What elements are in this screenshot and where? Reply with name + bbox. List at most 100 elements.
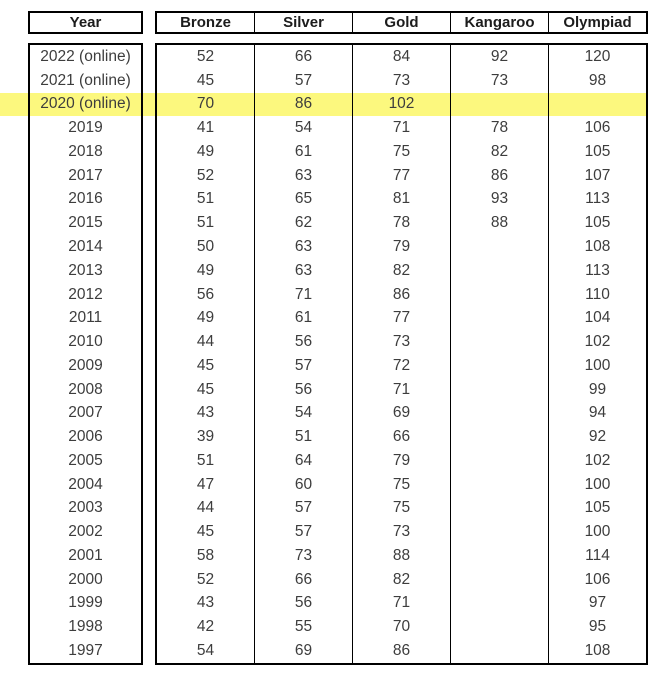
silver-cell: 57: [254, 496, 352, 521]
gold-cell: 84: [352, 45, 450, 69]
silver-cell: 63: [254, 258, 352, 283]
kangaroo-cell: [450, 567, 548, 592]
silver-cell: 61: [254, 306, 352, 331]
table-row: 45 57 73 73 98: [157, 68, 646, 93]
olympiad-cell: 94: [548, 401, 646, 426]
year-cell: 2000: [68, 570, 103, 588]
table-row: 49 61 75 82 105: [157, 140, 646, 164]
kangaroo-cell: [450, 377, 548, 402]
olympiad-cell: 100: [548, 520, 646, 545]
kangaroo-cell: 88: [450, 211, 548, 236]
olympiad-cell: 102: [548, 449, 646, 473]
olympiad-cell: 107: [548, 163, 646, 188]
silver-cell: 57: [254, 68, 352, 93]
gold-cell: 73: [352, 520, 450, 545]
table-row: 54 69 86 108: [157, 639, 646, 663]
kangaroo-cell: 78: [450, 116, 548, 141]
olympiad-cell: 99: [548, 377, 646, 402]
year-cell: 2022 (online): [40, 47, 131, 65]
kangaroo-cell: [450, 520, 548, 545]
kangaroo-cell: 86: [450, 163, 548, 188]
silver-cell: 73: [254, 544, 352, 568]
year-cell: 2003: [68, 499, 103, 517]
gold-cell: 75: [352, 496, 450, 521]
olympiad-cell: 104: [548, 306, 646, 331]
column-header-gold: Gold: [352, 13, 450, 32]
year-cell: 1998: [68, 618, 103, 636]
year-cell: 2012: [68, 285, 103, 303]
kangaroo-cell: [450, 235, 548, 259]
gold-cell: 88: [352, 544, 450, 568]
olympiad-cell: 108: [548, 639, 646, 663]
silver-cell: 56: [254, 591, 352, 616]
silver-cell: 66: [254, 567, 352, 592]
year-cell: 2014: [68, 238, 103, 255]
bronze-cell: 52: [196, 570, 215, 588]
bronze-cell: 44: [196, 499, 215, 517]
year-cell: 2009: [68, 356, 103, 374]
kangaroo-cell: [450, 449, 548, 473]
year-cell: 2005: [68, 451, 103, 469]
silver-cell: 63: [254, 163, 352, 188]
gold-cell: 66: [352, 425, 450, 450]
bronze-cell: 50: [196, 238, 215, 255]
column-header-silver: Silver: [254, 13, 352, 32]
olympiad-cell: 100: [548, 472, 646, 497]
bronze-cell: 54: [196, 642, 215, 660]
gold-cell: 73: [352, 68, 450, 93]
bronze-cell: 41: [196, 119, 215, 137]
kangaroo-cell: 73: [450, 68, 548, 93]
kangaroo-cell: [450, 306, 548, 331]
gold-cell: 71: [352, 116, 450, 141]
olympiad-cell: 113: [548, 187, 646, 212]
bronze-cell: 51: [196, 190, 215, 208]
gold-cell: 77: [352, 306, 450, 331]
olympiad-cell: 106: [548, 567, 646, 592]
bronze-cell: 49: [196, 261, 215, 279]
olympiad-cell: 100: [548, 353, 646, 378]
table-row: 45 57 73 100: [157, 520, 646, 545]
table-row: 44 57 75 105: [157, 496, 646, 521]
score-table-box: 52 66 84 92 120 45 57 73 73 98 70 86 102: [155, 43, 648, 665]
year-cell: 2015: [68, 214, 103, 232]
gold-cell: 71: [352, 377, 450, 402]
olympiad-cell: 120: [548, 45, 646, 69]
gold-cell: 79: [352, 235, 450, 259]
table-row: 45 57 72 100: [157, 353, 646, 378]
gold-cell: 86: [352, 282, 450, 307]
table-row: 51 64 79 102: [157, 449, 646, 473]
year-cell: 2011: [68, 309, 103, 327]
silver-cell: 57: [254, 520, 352, 545]
kangaroo-cell: [450, 591, 548, 616]
table-row: 70 86 102: [157, 92, 646, 117]
table-row: 39 51 66 92: [157, 425, 646, 450]
bronze-cell: 51: [196, 451, 215, 469]
year-cell: 2007: [68, 404, 103, 422]
year-cell: 2021 (online): [40, 71, 131, 89]
highlighted-row-band: [0, 92, 648, 117]
table-row: 49 61 77 104: [157, 306, 646, 331]
table-row: 50 63 79 108: [157, 235, 646, 259]
bronze-cell: 45: [196, 523, 215, 541]
gold-cell: 69: [352, 401, 450, 426]
gold-cell: 77: [352, 163, 450, 188]
gold-cell: 79: [352, 449, 450, 473]
column-header-bronze: Bronze: [180, 14, 231, 31]
silver-cell: 57: [254, 353, 352, 378]
bronze-cell: 51: [196, 214, 215, 232]
gold-cell: 75: [352, 472, 450, 497]
bronze-cell: 56: [196, 285, 215, 303]
table-row: 56 71 86 110: [157, 282, 646, 307]
olympiad-cell: 92: [548, 425, 646, 450]
kangaroo-cell: [450, 425, 548, 450]
table-row: 51 62 78 88 105: [157, 211, 646, 236]
year-cell: 2018: [68, 142, 103, 160]
kangaroo-cell: [450, 353, 548, 378]
gold-cell: 70: [352, 615, 450, 640]
bronze-cell: 49: [196, 142, 215, 160]
silver-cell: 61: [254, 140, 352, 164]
silver-cell: 54: [254, 116, 352, 141]
year-header-box: Year: [28, 11, 143, 34]
bronze-cell: 47: [196, 475, 215, 493]
